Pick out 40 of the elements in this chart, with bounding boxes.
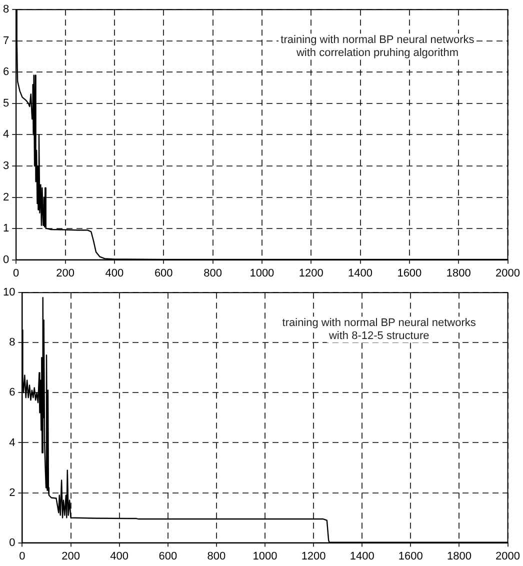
x-tick-label: 1000 [250,267,274,280]
annotation: training with normal BP neural networks [282,317,476,330]
y-tick-label: 6 [9,386,16,399]
x-tick-label: 200 [56,267,74,280]
x-tick-label: 2000 [496,550,520,562]
x-tick-label: 800 [207,550,226,562]
x-tick-label: 1000 [252,550,278,562]
x-tick-label: 1800 [446,267,471,280]
y-tick-label: 8 [9,336,16,349]
x-tick-label: 400 [105,267,124,280]
y-tick-label: 5 [2,97,10,110]
annotation: with 8-12-5 structure [328,330,430,342]
y-tick-label: 3 [2,160,10,172]
x-tick-label: 1200 [301,550,326,562]
x-tick-label: 1600 [398,550,423,562]
x-tick-label: 0 [19,550,26,562]
x-tick-label: 1600 [397,267,422,280]
y-tick-label: 0 [2,254,10,266]
y-tick-label: 8 [2,4,10,16]
y-tick-label: 0 [9,536,16,549]
x-tick-label: 600 [158,550,178,562]
y-tick-label: 1 [2,222,10,235]
x-tick-label: 1200 [298,267,324,280]
annotation: with correlation pruhing algorithm [295,47,458,60]
y-tick-label: 4 [2,128,10,141]
x-tick-label: 2000 [496,267,520,280]
y-tick-label: 7 [2,34,10,47]
y-tick-label: 2 [9,486,16,499]
x-tick-label: 1800 [446,550,472,562]
x-tick-label: 600 [154,267,173,280]
x-tick-label: 800 [204,267,222,280]
y-tick-label: 4 [9,436,16,449]
x-tick-label: 1400 [350,550,374,562]
x-tick-label: 400 [110,550,129,562]
annotation: training with normal BP neural networks [280,34,475,46]
x-tick-label: 200 [62,550,80,562]
y-tick-label: 6 [2,66,10,78]
y-tick-label: 2 [2,191,10,204]
y-tick-label: 10 [2,286,16,299]
x-tick-label: 1400 [348,267,373,280]
